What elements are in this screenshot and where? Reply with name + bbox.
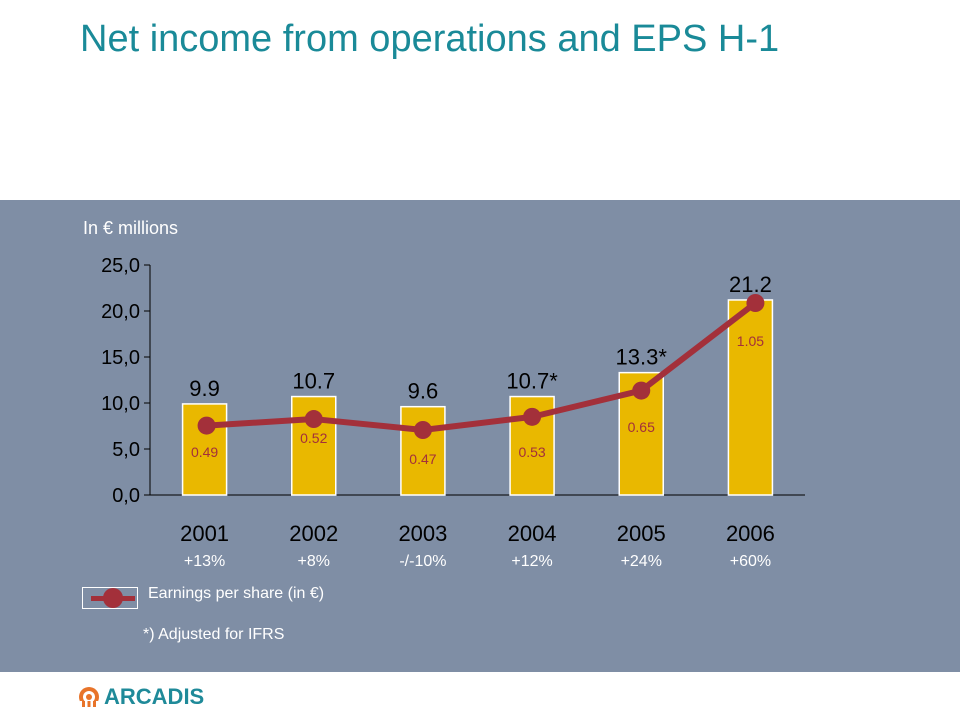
bar-value-label: 9.9 (189, 376, 220, 401)
eps-value-label: 0.52 (300, 430, 327, 446)
eps-point (632, 381, 651, 400)
growth-label: -/-10% (399, 553, 446, 570)
growth-label: +13% (184, 553, 225, 570)
x-tick-label: 2004 (508, 521, 557, 546)
chart-panel (0, 200, 960, 672)
legend-marker-swatch (103, 588, 123, 608)
y-tick-label: 10,0 (101, 393, 140, 415)
growth-label: +8% (298, 553, 330, 570)
growth-label: +24% (621, 553, 662, 570)
bar-value-label: 21.2 (729, 272, 772, 297)
y-tick-label: 5,0 (112, 439, 140, 461)
x-tick-label: 2001 (180, 521, 229, 546)
eps-value-label: 1.05 (737, 333, 764, 349)
x-tick-label: 2006 (726, 521, 775, 546)
eps-value-label: 0.47 (409, 451, 436, 467)
growth-label: +60% (730, 553, 771, 570)
arcadis-logo-icon (79, 687, 99, 707)
y-tick-label: 0,0 (112, 485, 140, 507)
page-title: Net income from operations and EPS H-1 (80, 18, 780, 60)
growth-label: +12% (511, 553, 552, 570)
eps-point (413, 421, 432, 439)
y-tick-label: 25,0 (101, 255, 140, 277)
unit-label: In € millions (83, 218, 179, 238)
x-tick-label: 2002 (289, 521, 338, 546)
bar-value-label: 9.6 (408, 379, 439, 404)
footnote: *) Adjusted for IFRS (143, 626, 285, 643)
eps-value-label: 0.65 (628, 419, 655, 435)
y-tick-label: 15,0 (101, 347, 140, 369)
bar (727, 299, 774, 496)
bar-value-label: 10.7* (506, 369, 558, 394)
eps-point (197, 416, 216, 435)
eps-point (746, 294, 765, 312)
legend-swatch-box (82, 587, 138, 609)
eps-line (206, 300, 758, 433)
x-tick-label: 2005 (617, 521, 666, 546)
eps-value-label: 0.49 (191, 444, 218, 460)
bar-value-label: 10.7 (292, 369, 335, 394)
legend-label: Earnings per share (in €) (148, 585, 325, 602)
eps-value-label: 0.53 (518, 444, 545, 460)
arcadis-logo: ARCADIS (78, 684, 204, 710)
eps-point (304, 410, 323, 429)
eps-point (523, 407, 542, 426)
x-tick-label: 2003 (398, 521, 447, 546)
logo-text: ARCADIS (104, 684, 205, 709)
bar-value-label: 13.3* (616, 345, 668, 370)
y-tick-label: 20,0 (101, 301, 140, 323)
